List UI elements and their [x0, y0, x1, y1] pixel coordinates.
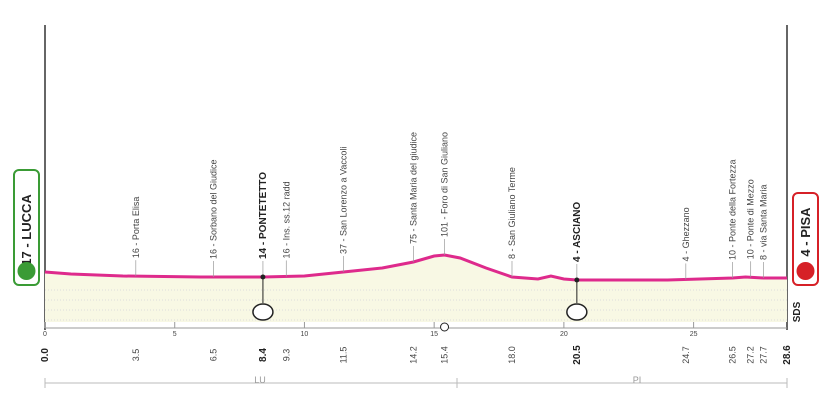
waypoint-label: 16 - Porta Elisa — [131, 197, 141, 259]
waypoint-label: 4 - ASCIANO — [572, 202, 583, 262]
start-badge — [13, 169, 40, 286]
waypoint-label: 14 - PONTETETTO — [258, 172, 269, 259]
waypoint-label: 75 - Santa Maria del giudice — [408, 132, 418, 244]
timing-icon — [566, 303, 588, 321]
logo: SDS — [792, 301, 803, 322]
km-tick-label: 0 — [43, 331, 47, 338]
km-label: 3.5 — [131, 349, 141, 362]
km-tick-label: 15 — [430, 331, 438, 338]
km-label: 27.7 — [759, 346, 769, 364]
summit-marker — [440, 322, 450, 332]
waypoint-label: 101 - Foro di San Giuliano — [440, 132, 450, 237]
waypoint-label: 16 - Sorbano del Giudice — [209, 159, 219, 259]
waypoint-label: 8 - San Giuliano Terme — [507, 167, 517, 259]
km-tick-label: 5 — [173, 331, 177, 338]
profile-line — [44, 253, 787, 282]
waypoint-label: 10 - Ponte di Mezzo — [746, 179, 756, 259]
waypoint-label: 8 - via Santa Maria — [759, 184, 769, 260]
start-icon — [17, 262, 36, 280]
region-label: LU — [254, 375, 266, 385]
profile — [44, 253, 787, 329]
finish-icon — [796, 262, 815, 280]
finish-badge — [792, 192, 819, 286]
waypoint-label: 10 - Ponte della Fortezza — [728, 159, 738, 260]
start-label: 17 - LUCCA — [19, 194, 34, 266]
km-label: 24.7 — [681, 346, 691, 364]
km-label: 11.5 — [338, 347, 348, 364]
km-label: 15.4 — [440, 346, 450, 364]
km-label: 14.2 — [408, 346, 418, 364]
km-label: 18.0 — [507, 346, 517, 364]
km-tick-label: 10 — [301, 331, 309, 338]
km-label: 26.5 — [728, 346, 738, 364]
km-tick-label: 25 — [690, 331, 698, 338]
km-label: 0.0 — [40, 348, 51, 362]
km-label: 27.2 — [746, 346, 756, 364]
waypoint-label: 37 - San Lorenzo a Vaccoli — [338, 147, 348, 254]
waypoint-label: 16 - Ins. ss.12 radd — [281, 181, 291, 258]
timing-icon — [252, 303, 274, 321]
waypoint-label: 4 - Ghezzano — [681, 207, 691, 261]
profile-area — [45, 255, 787, 322]
region-label: PI — [633, 375, 642, 385]
km-label: 28.6 — [782, 345, 793, 365]
km-label: 8.4 — [258, 348, 269, 362]
km-label: 9.3 — [281, 349, 291, 362]
km-label: 20.5 — [572, 345, 583, 365]
finish-label: 4 - PISA — [798, 207, 813, 257]
km-tick-label: 20 — [560, 331, 568, 338]
km-label: 6.5 — [209, 349, 219, 362]
